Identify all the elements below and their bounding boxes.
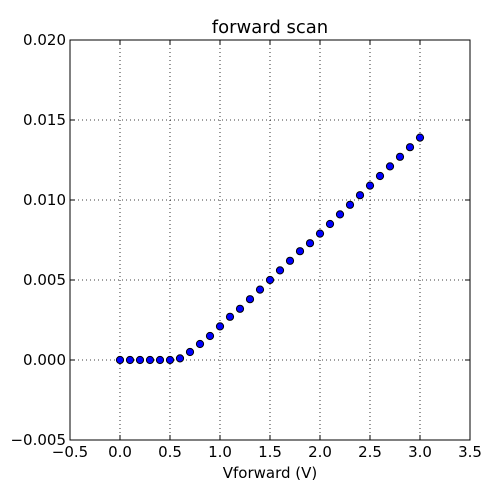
data-point xyxy=(205,331,215,341)
data-point xyxy=(115,355,125,365)
data-point xyxy=(155,355,165,365)
data-point xyxy=(185,347,195,357)
data-point xyxy=(415,133,425,142)
x-tick-label: 1.5 xyxy=(258,443,282,461)
data-point xyxy=(345,200,355,209)
y-tick-label: −0.005 xyxy=(10,431,66,449)
data-point xyxy=(245,295,255,304)
x-tick-label: −0.5 xyxy=(52,443,88,461)
data-point xyxy=(365,181,375,190)
x-tick-label: 1.0 xyxy=(208,443,232,461)
data-points xyxy=(115,133,425,365)
chart-title: forward scan xyxy=(212,17,328,38)
data-point xyxy=(215,322,225,331)
x-tick-label: 3.0 xyxy=(408,443,432,461)
data-point xyxy=(275,266,285,275)
data-point xyxy=(335,210,345,219)
data-point xyxy=(175,354,185,363)
data-point xyxy=(375,171,385,181)
x-tick-label: 0.5 xyxy=(158,443,182,461)
y-tick-labels: −0.005 0.000 0.005 0.010 0.015 0.020 xyxy=(10,31,66,449)
data-point xyxy=(165,355,175,365)
x-axis-label: Vforward (V) xyxy=(223,464,318,482)
x-tick-labels: −0.5 0.0 0.5 1.0 1.5 2.0 2.5 3.0 3.5 xyxy=(52,443,482,461)
axis-ticks xyxy=(69,39,471,441)
y-tick-label: 0.015 xyxy=(23,111,66,129)
data-point xyxy=(325,219,335,229)
data-point xyxy=(135,355,145,365)
data-point xyxy=(285,256,295,265)
y-tick-label: 0.010 xyxy=(23,191,66,209)
y-tick-label: 0.005 xyxy=(23,271,66,289)
data-point xyxy=(235,304,245,313)
data-point xyxy=(225,312,235,321)
data-point xyxy=(295,247,305,256)
data-point xyxy=(315,229,325,238)
x-tick-label: 3.5 xyxy=(458,443,482,461)
data-point xyxy=(125,355,135,365)
data-point xyxy=(265,275,275,285)
data-point xyxy=(195,339,205,349)
x-tick-label: 2.5 xyxy=(358,443,382,461)
data-point xyxy=(405,143,415,152)
data-point xyxy=(145,355,155,365)
data-point xyxy=(255,285,265,294)
x-tick-label: 0.0 xyxy=(108,443,132,461)
x-tick-label: 2.0 xyxy=(308,443,332,461)
data-point xyxy=(385,162,395,171)
data-point xyxy=(355,191,365,200)
y-tick-label: 0.020 xyxy=(23,31,66,49)
data-point xyxy=(395,152,405,161)
y-tick-label: 0.000 xyxy=(23,351,66,369)
data-point xyxy=(305,239,315,248)
